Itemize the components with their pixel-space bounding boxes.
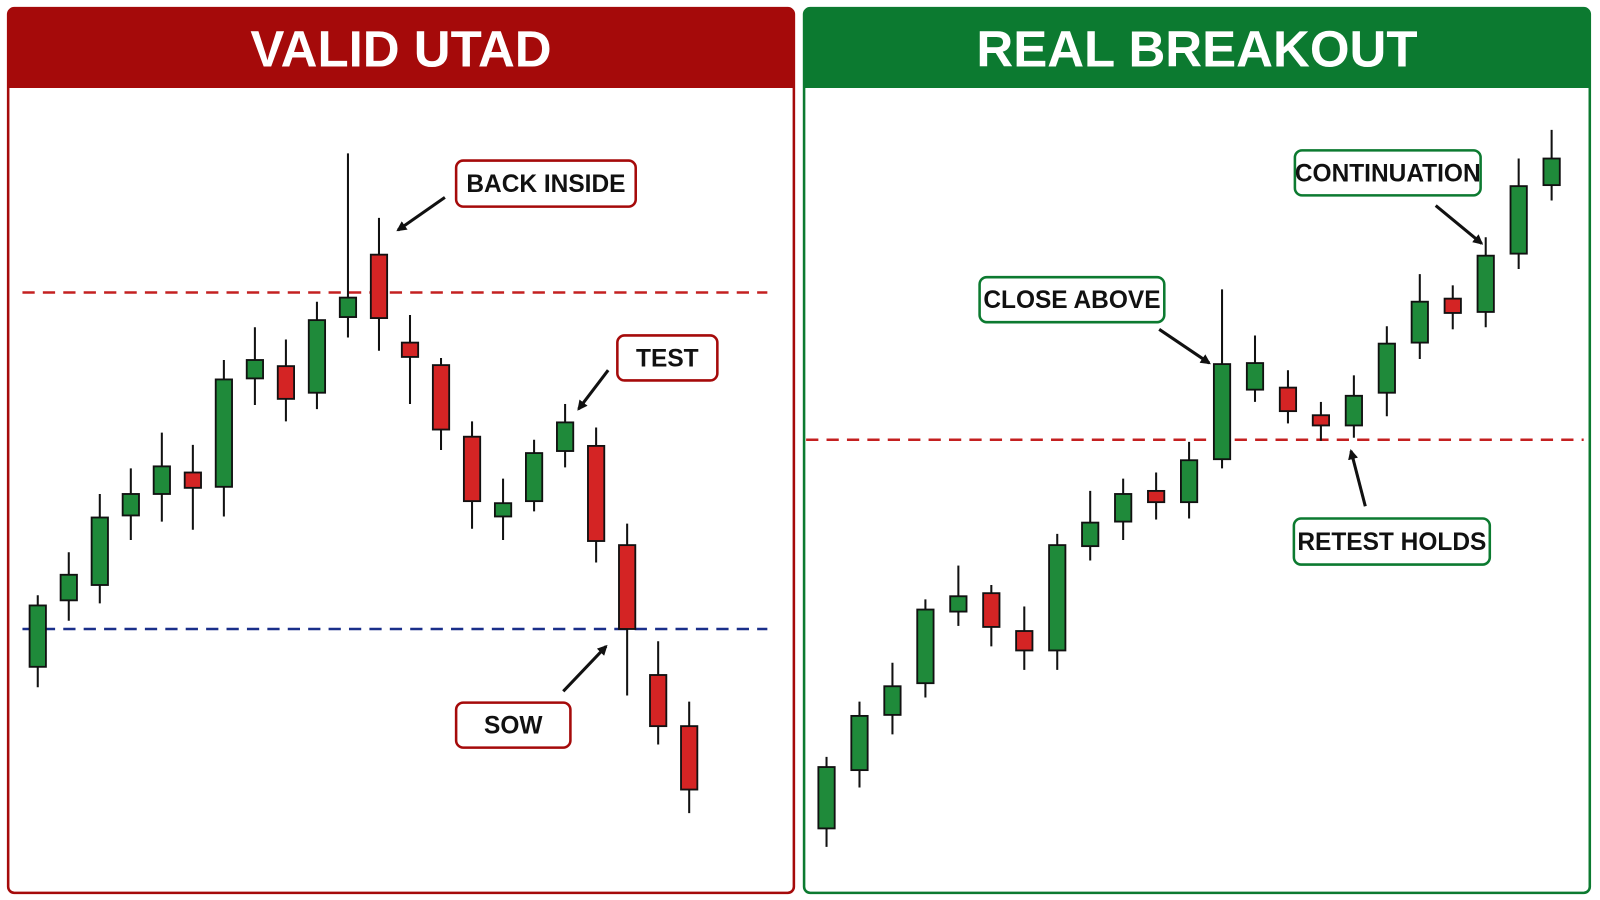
candle-body [1344, 394, 1363, 427]
candle-body [680, 725, 699, 791]
candle-body [121, 493, 140, 517]
candle-body [1048, 544, 1067, 652]
candle-body [400, 341, 420, 358]
panel: VALID UTAD BACK INSIDE TEST SOW [6, 6, 796, 895]
candle-body [152, 465, 171, 495]
candle-body [850, 714, 869, 772]
candle-body [1147, 489, 1166, 504]
candle-body [214, 378, 233, 488]
candle-body [1081, 521, 1100, 548]
candle-body [183, 471, 202, 489]
candle-body [1542, 157, 1561, 187]
candle-body [883, 685, 902, 716]
candle-body [369, 253, 389, 319]
annotation-box [454, 701, 572, 749]
panel-frame [6, 6, 796, 895]
annotation-box [978, 275, 1166, 324]
candle-body [431, 364, 451, 431]
annotation-box [1293, 149, 1482, 197]
annotation-text: BACK INSIDE [466, 171, 625, 198]
annotation-text: SOW [484, 713, 543, 740]
candle-body [1443, 297, 1462, 314]
candle-body [1509, 185, 1528, 255]
candle-body [1278, 386, 1298, 413]
annotation-box [616, 334, 719, 382]
candle-body [1212, 363, 1232, 461]
candle-body [1476, 254, 1495, 313]
candle-body [28, 604, 47, 668]
candle-body [1015, 630, 1034, 652]
candle-body [649, 674, 668, 728]
candle-body [307, 319, 327, 394]
candle-body [462, 435, 482, 503]
candle-body [587, 444, 606, 542]
candle-body [1245, 362, 1265, 391]
candle-body [245, 359, 264, 380]
candle-body [817, 766, 836, 830]
annotation-text: CONTINUATION [1295, 160, 1481, 187]
annotation-arrow [396, 196, 446, 232]
candle-body [525, 452, 544, 503]
annotation-arrow [577, 369, 610, 411]
candle-body [1377, 342, 1396, 394]
candle-body [276, 365, 296, 400]
candle-body [618, 544, 637, 630]
panel-title: VALID UTAD [250, 21, 551, 78]
annotation-box [454, 159, 637, 208]
candle-body [59, 573, 78, 602]
candle-body [493, 502, 513, 518]
annotation-arrow [1158, 328, 1211, 365]
candle-body [90, 516, 109, 586]
candle-body [1114, 493, 1133, 523]
panel: REAL BREAKOUT CONTINUATION CLOSE ABOVE RETE… [802, 6, 1592, 895]
annotation-arrow [1348, 449, 1367, 507]
annotation-arrow [1434, 204, 1484, 245]
panel-title: REAL BREAKOUT [976, 21, 1417, 78]
annotation-text: RETEST HOLDS [1297, 529, 1486, 556]
candle-body [1180, 459, 1199, 504]
panel-header [804, 8, 1590, 88]
annotation-box [1292, 517, 1492, 566]
annotation-text: CLOSE ABOVE [983, 287, 1160, 314]
candle-body [982, 592, 1001, 628]
panel-header [8, 8, 794, 88]
candle-body [1311, 414, 1330, 427]
candle-body [949, 595, 968, 613]
candle-body [556, 421, 575, 452]
panel-frame [802, 6, 1592, 895]
candle-body [338, 296, 358, 318]
candle-body [916, 608, 935, 685]
annotation-arrow [562, 644, 608, 693]
candle-body [1410, 300, 1429, 344]
annotation-text: TEST [636, 345, 699, 372]
